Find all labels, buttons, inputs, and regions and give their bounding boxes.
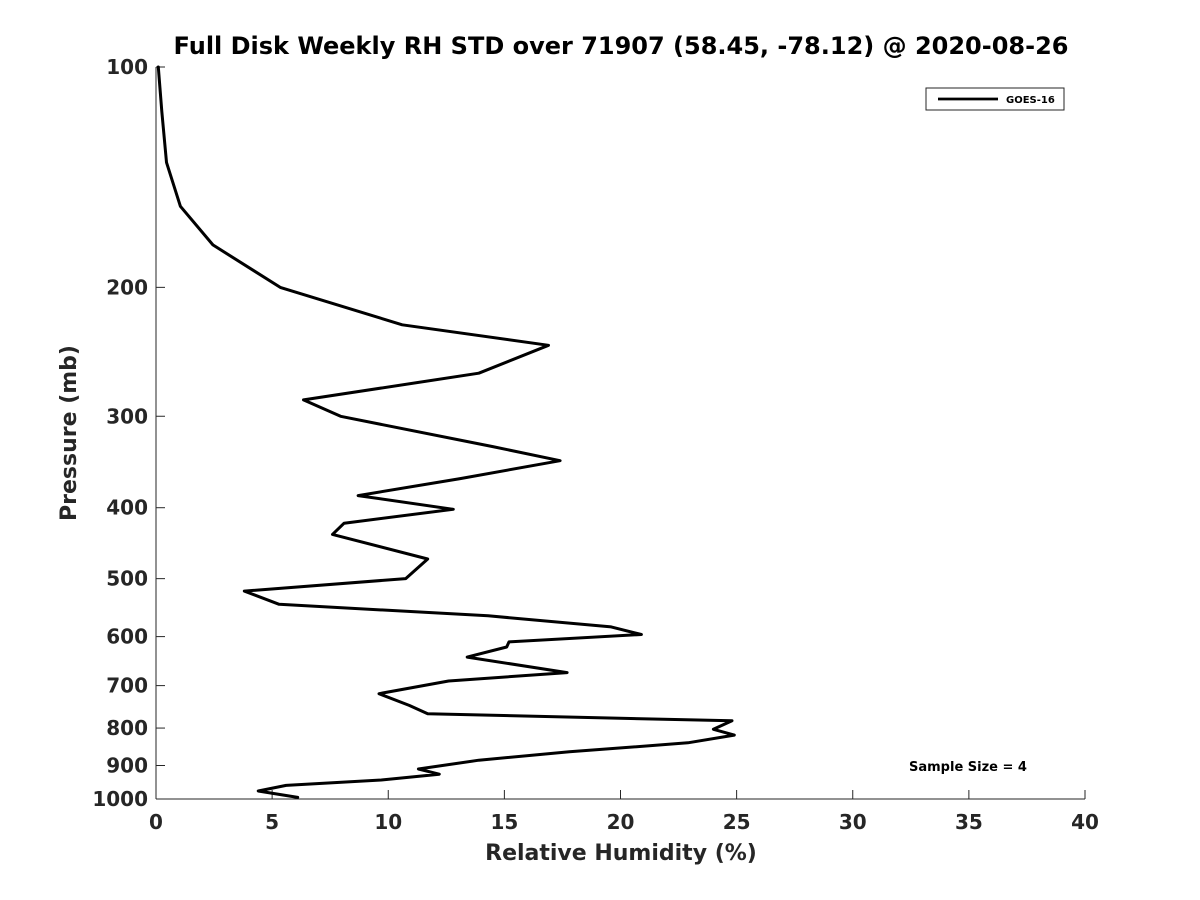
ticks: 0 5 10 15 20 25 30 35 40 100 200 300 400 500 600 700 800… <box>92 55 1099 834</box>
x-tick-label: 0 <box>149 810 163 834</box>
y-tick-label: 800 <box>106 716 148 740</box>
y-tick-label: 400 <box>106 496 148 520</box>
x-tick-label: 40 <box>1071 810 1099 834</box>
series-layer <box>156 65 736 799</box>
sample-size-annotation: Sample Size = 4 <box>909 760 1027 775</box>
x-tick-label: 5 <box>265 810 279 834</box>
y-axis-label: Pressure (mb) <box>57 345 82 521</box>
y-tick-label: 100 <box>106 55 148 79</box>
y-tick-label: 600 <box>106 625 148 649</box>
y-tick-label: 200 <box>106 275 148 299</box>
y-tick-label: 300 <box>106 404 148 428</box>
y-tick-label: 900 <box>106 754 148 778</box>
y-tick-label: 1000 <box>92 787 148 811</box>
x-tick-label: 10 <box>374 810 402 834</box>
legend-entry-goes-16: GOES-16 <box>1006 95 1055 106</box>
legend: GOES-16 <box>925 87 1065 111</box>
x-tick-label: 20 <box>607 810 635 834</box>
axes <box>155 67 1085 800</box>
y-tick-label: 500 <box>106 567 148 591</box>
x-tick-label: 35 <box>955 810 983 834</box>
chart-title: Full Disk Weekly RH STD over 71907 (58.4… <box>174 32 1069 60</box>
y-tick-label: 700 <box>106 674 148 698</box>
x-tick-label: 30 <box>839 810 867 834</box>
x-tick-label: 25 <box>723 810 751 834</box>
series-line-goes-16 <box>156 65 736 799</box>
x-axis-label: Relative Humidity (%) <box>485 841 757 866</box>
x-tick-label: 15 <box>490 810 518 834</box>
